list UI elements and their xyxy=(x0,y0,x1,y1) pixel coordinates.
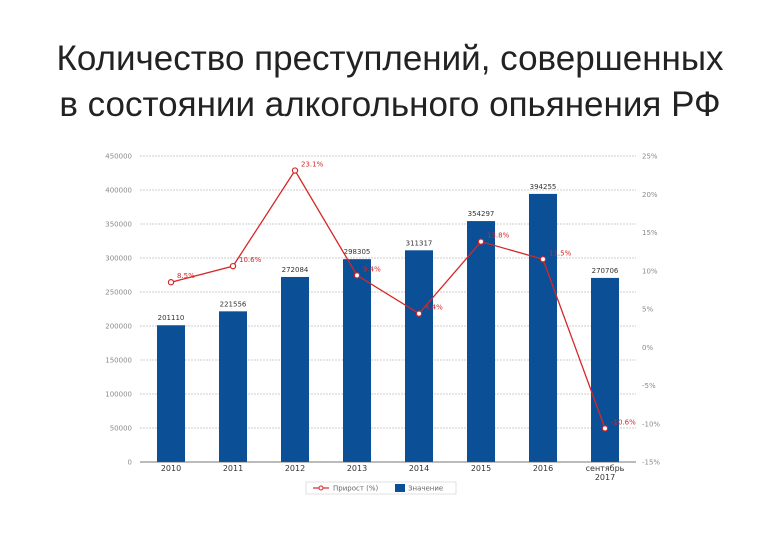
bar-value-label: 311317 xyxy=(406,239,433,247)
bar-value-label: 201110 xyxy=(158,314,185,322)
x-tick-label: 2015 xyxy=(471,464,491,473)
left-tick-label: 50000 xyxy=(110,425,132,433)
left-tick-label: 250000 xyxy=(105,289,132,297)
legend-box xyxy=(305,481,457,495)
bar xyxy=(405,250,433,462)
right-tick-label: -15% xyxy=(642,459,660,467)
x-tick-label: 2011 xyxy=(223,464,243,473)
bar-value-label: 298305 xyxy=(344,248,371,256)
growth-point xyxy=(229,262,237,270)
bar-series xyxy=(157,193,619,462)
growth-point xyxy=(415,310,423,317)
growth-point xyxy=(477,238,485,245)
x-tick-label: 2013 xyxy=(347,464,367,473)
x-tick-label: 2010 xyxy=(161,464,181,473)
x-tick-label: 2017 xyxy=(595,473,615,482)
growth-label: 13.8% xyxy=(487,232,510,240)
growth-label: 23.1% xyxy=(301,161,324,169)
left-tick-label: 350000 xyxy=(105,221,132,229)
bar-value-labels: 201110 221556 272084 298305 311317 354297 3942… xyxy=(158,183,619,322)
bar xyxy=(529,193,557,462)
right-y-axis: -15% -10% -5% 0% 5% 10% 15% 20% 25% xyxy=(642,153,660,467)
legend-label-growth: Прирост (%) xyxy=(333,485,379,493)
bar xyxy=(467,221,495,462)
legend-line-marker xyxy=(318,485,324,491)
growth-point xyxy=(291,167,299,174)
growth-point xyxy=(539,256,547,263)
x-tick-label: 2016 xyxy=(533,464,553,473)
bar-value-label: 221556 xyxy=(220,300,247,308)
left-tick-label: 450000 xyxy=(105,153,132,161)
left-tick-label: 300000 xyxy=(105,255,132,263)
left-y-axis: 0 50000 100000 150000 200000 250000 300000 3500… xyxy=(105,153,132,467)
left-tick-label: 0 xyxy=(128,459,132,467)
growth-label: 10.6% xyxy=(239,256,262,264)
left-tick-label: 400000 xyxy=(105,187,132,195)
left-tick-label: 200000 xyxy=(105,323,132,331)
bar xyxy=(157,325,185,462)
growth-point xyxy=(601,425,609,432)
growth-label: 4.4% xyxy=(425,304,443,312)
bar xyxy=(281,276,309,462)
legend-label-value: Значение xyxy=(408,485,443,493)
slide-title-line-2: в состоянии алкогольного опьянения РФ xyxy=(59,85,721,124)
left-tick-label: 150000 xyxy=(105,357,132,365)
bar-value-label: 270706 xyxy=(592,267,619,275)
growth-point xyxy=(167,279,175,286)
bar xyxy=(591,277,619,462)
bar xyxy=(343,259,371,462)
left-tick-label: 100000 xyxy=(105,391,132,399)
right-tick-label: 10% xyxy=(642,267,658,275)
growth-point xyxy=(353,272,361,279)
growth-label: 11.5% xyxy=(549,249,572,257)
growth-label: 9.4% xyxy=(363,265,381,273)
right-tick-label: 15% xyxy=(642,229,658,237)
bar-value-label: 394255 xyxy=(530,183,557,191)
right-tick-label: 5% xyxy=(642,306,653,314)
right-tick-label: 25% xyxy=(642,153,658,161)
legend: Прирост (%) Значение xyxy=(305,481,457,495)
x-tick-label: 2012 xyxy=(285,464,305,473)
legend-bar-swatch xyxy=(395,484,405,492)
bar-value-label: 272084 xyxy=(282,266,309,274)
right-tick-label: 0% xyxy=(642,344,653,352)
x-tick-label: 2014 xyxy=(409,464,429,473)
slide-title-line-1: Количество преступлений, совершенных xyxy=(56,39,724,78)
growth-line xyxy=(170,169,606,429)
right-tick-label: -10% xyxy=(642,420,660,428)
growth-line-series: 8.5% 10.6% 23.1% 9.4% 4.4% 13.8% 11.5% -10.6% xyxy=(167,161,636,432)
bar xyxy=(219,311,247,462)
right-tick-label: 20% xyxy=(642,191,658,199)
bar-value-label: 354297 xyxy=(468,210,495,218)
slide-title: Количество преступлений, совершенных в с… xyxy=(0,36,780,128)
growth-label: -10.6% xyxy=(611,418,636,426)
right-tick-label: -5% xyxy=(642,382,656,390)
x-tick-label: сентябрь xyxy=(586,464,625,473)
growth-label: 8.5% xyxy=(177,272,195,280)
